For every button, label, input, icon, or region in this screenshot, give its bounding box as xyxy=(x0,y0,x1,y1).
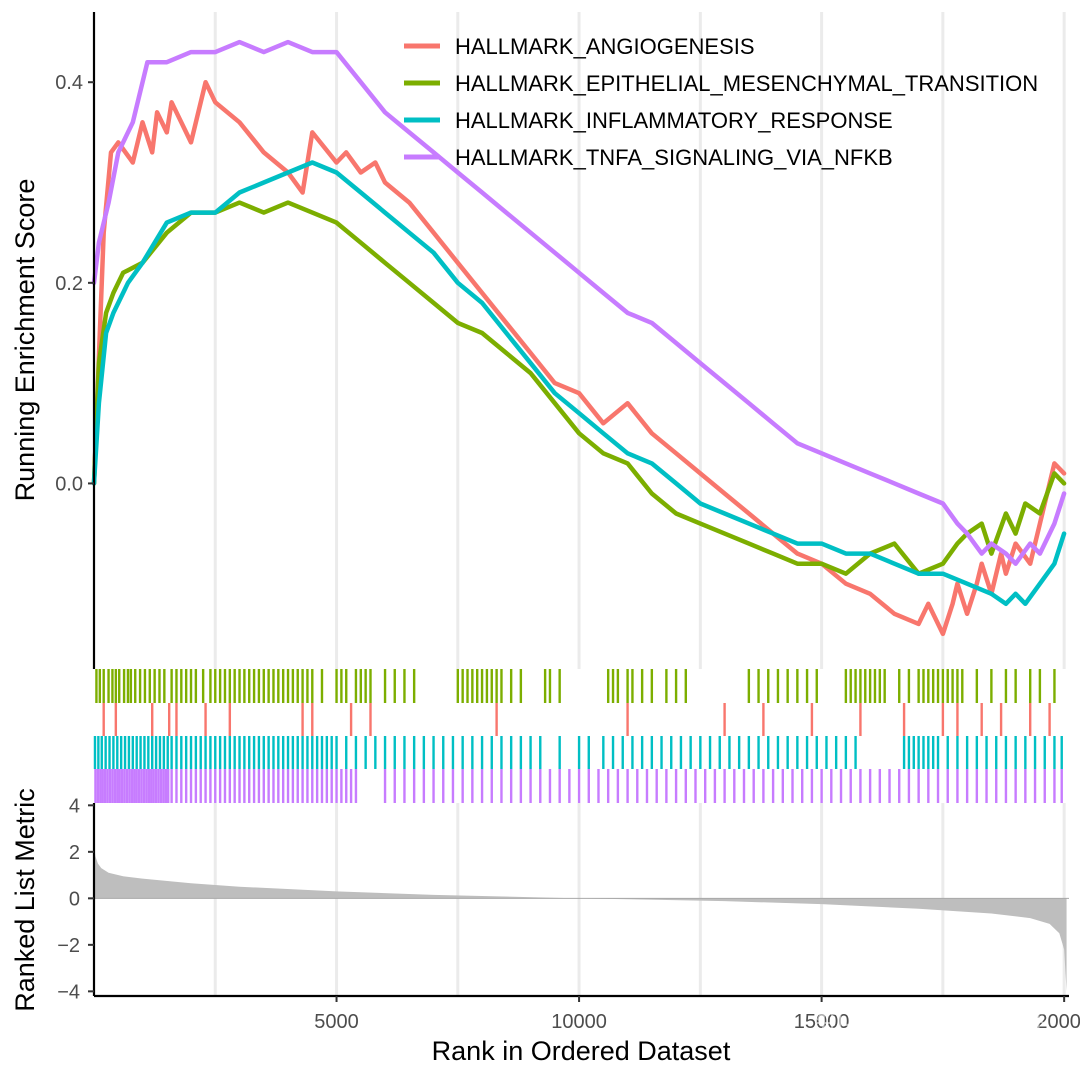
x-tick-label-0: 5000 xyxy=(314,1011,359,1033)
series-line-hallmark-inflammatory-response xyxy=(91,160,1067,607)
running-es-lines xyxy=(91,39,1067,637)
bottom-y-tick-label-0: 4 xyxy=(69,795,80,817)
top-y-ticks: 0.0 0.2 0.4 xyxy=(55,72,94,495)
bottom-y-tick-label-2: 0 xyxy=(69,888,80,910)
y-axis-title-running-es: Running Enrichment Score xyxy=(10,179,40,502)
watermark-text: 知乎 @被炸熟的虾 xyxy=(816,1009,1048,1040)
axes xyxy=(92,12,1069,998)
legend-label-hallmark-angiogenesis: HALLMARK_ANGIOGENESIS xyxy=(455,34,755,59)
bottom-y-ticks: 4 2 0 −2 −4 xyxy=(57,795,94,1003)
legend: HALLMARK_ANGIOGENESIS HALLMARK_EPITHELIAL… xyxy=(404,34,1038,170)
gene-hit-bars xyxy=(93,669,1063,803)
top-y-tick-label-1: 0.2 xyxy=(55,273,83,295)
legend-label-hallmark-tnfa-signaling-via-nfkb: HALLMARK_TNFA_SIGNALING_VIA_NFKB xyxy=(455,145,893,170)
series-line-hallmark-tnfa-signaling-via-nfkb xyxy=(91,39,1067,566)
bottom-y-tick-label-4: −4 xyxy=(57,981,80,1003)
x-axis-title: Rank in Ordered Dataset xyxy=(432,1036,731,1066)
y-axis-title-ranked-metric: Ranked List Metric xyxy=(10,788,40,1012)
ranked-metric-area xyxy=(94,847,1069,992)
top-y-tick-label-2: 0.4 xyxy=(55,72,83,94)
x-tick-label-3: 20000 xyxy=(1036,1011,1080,1033)
x-tick-label-1: 10000 xyxy=(551,1011,607,1033)
legend-label-hallmark-epithelial-mesenchymal-transition: HALLMARK_EPITHELIAL_MESENCHYMAL_TRANSITI… xyxy=(455,71,1038,96)
bottom-y-tick-label-1: 2 xyxy=(69,842,80,864)
x-tick-label-2: 15000 xyxy=(794,1011,850,1033)
top-y-tick-label-0: 0.0 xyxy=(55,473,83,495)
x-ticks: 5000 10000 15000 20000 xyxy=(314,996,1080,1033)
bottom-y-tick-label-3: −2 xyxy=(57,935,80,957)
gridlines-top-panel xyxy=(213,12,1066,669)
legend-label-hallmark-inflammatory-response: HALLMARK_INFLAMMATORY_RESPONSE xyxy=(455,108,893,133)
